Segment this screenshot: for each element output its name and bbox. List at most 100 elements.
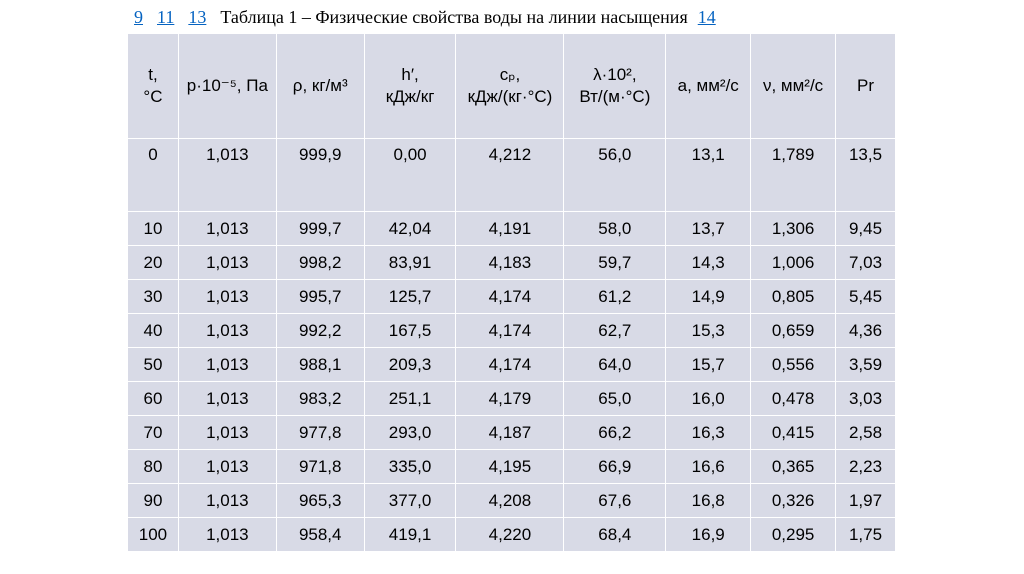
table-cell: 30 (127, 279, 179, 314)
table-cell: 80 (127, 449, 179, 484)
nav-link-9[interactable]: 9 (134, 7, 143, 27)
table-cell: 965,3 (275, 483, 365, 518)
table-cell: 90 (127, 483, 179, 518)
page-title: Таблица 1 – Физические свойства воды на … (220, 7, 688, 27)
table-cell: 419,1 (363, 517, 457, 552)
table-cell: 167,5 (363, 313, 457, 348)
table-cell: 2,23 (835, 449, 896, 484)
title-line: 9 11 13 Таблица 1 – Физические свойства вод… (134, 4, 1014, 30)
table-cell: 100 (127, 517, 179, 552)
table-cell: 66,9 (563, 449, 667, 484)
table-cell: 988,1 (275, 347, 365, 382)
table-cell: 5,45 (835, 279, 896, 314)
table-cell: 60 (127, 381, 179, 416)
table-cell: 56,0 (563, 138, 667, 212)
table-cell: 13,1 (665, 138, 752, 212)
table-cell: 0,659 (750, 313, 837, 348)
table-cell: 1,013 (177, 138, 277, 212)
header-row: t, °C p·10⁻⁵, Па ρ, кг/м³ h′, кДж/кг cₚ, кД… (127, 33, 896, 139)
table-row: 30 1,013 995,7 125,7 4,174 61,2 14,9 0,805 5,45 (127, 279, 896, 314)
table-cell: 4,187 (455, 415, 565, 450)
table-cell: 64,0 (563, 347, 667, 382)
table-cell: 293,0 (363, 415, 457, 450)
table-cell: 3,03 (835, 381, 896, 416)
table-cell: 999,9 (275, 138, 365, 212)
table-cell: 16,0 (665, 381, 752, 416)
table-cell: 1,013 (177, 483, 277, 518)
table-row: 20 1,013 998,2 83,91 4,183 59,7 14,3 1,006 7,03 (127, 245, 896, 280)
table-cell: 958,4 (275, 517, 365, 552)
table-cell: 16,6 (665, 449, 752, 484)
table-cell: 983,2 (275, 381, 365, 416)
table-cell: 66,2 (563, 415, 667, 450)
table-cell: 1,013 (177, 313, 277, 348)
table-cell: 0,326 (750, 483, 837, 518)
table-cell: 1,97 (835, 483, 896, 518)
header-pr: Pr (835, 33, 896, 139)
header-cp: cₚ, кДж/(кг·°C) (455, 33, 565, 139)
table-cell: 971,8 (275, 449, 365, 484)
table-cell: 40 (127, 313, 179, 348)
table-cell: 999,7 (275, 211, 365, 246)
table-cell: 1,013 (177, 449, 277, 484)
table-cell: 1,006 (750, 245, 837, 280)
header-a: a, мм²/c (665, 33, 752, 139)
table-cell: 2,58 (835, 415, 896, 450)
water-properties-table: t, °C p·10⁻⁵, Па ρ, кг/м³ h′, кДж/кг cₚ, кД… (127, 33, 896, 552)
table-cell: 125,7 (363, 279, 457, 314)
table-cell: 1,013 (177, 211, 277, 246)
nav-link-11[interactable]: 11 (157, 7, 175, 27)
header-p: p·10⁻⁵, Па (177, 33, 277, 139)
table-cell: 62,7 (563, 313, 667, 348)
table-cell: 1,013 (177, 415, 277, 450)
header-rho: ρ, кг/м³ (275, 33, 365, 139)
table-cell: 4,174 (455, 347, 565, 382)
table-cell: 0,365 (750, 449, 837, 484)
table-cell: 1,789 (750, 138, 837, 212)
table-cell: 995,7 (275, 279, 365, 314)
table-cell: 13,7 (665, 211, 752, 246)
table-cell: 16,9 (665, 517, 752, 552)
table-cell: 0 (127, 138, 179, 212)
table-cell: 9,45 (835, 211, 896, 246)
table-cell: 58,0 (563, 211, 667, 246)
table-row: 70 1,013 977,8 293,0 4,187 66,2 16,3 0,415 2,58 (127, 415, 896, 450)
table-cell: 377,0 (363, 483, 457, 518)
table-cell: 65,0 (563, 381, 667, 416)
table-row: 100 1,013 958,4 419,1 4,220 68,4 16,9 0,295 1,75 (127, 517, 896, 552)
table-cell: 14,3 (665, 245, 752, 280)
table-cell: 0,556 (750, 347, 837, 382)
header-h: h′, кДж/кг (363, 33, 457, 139)
table-cell: 1,306 (750, 211, 837, 246)
table-cell: 1,013 (177, 517, 277, 552)
table-cell: 4,212 (455, 138, 565, 212)
nav-link-13[interactable]: 13 (188, 7, 207, 27)
table-cell: 16,8 (665, 483, 752, 518)
table-cell: 4,179 (455, 381, 565, 416)
table-cell: 0,00 (363, 138, 457, 212)
table-cell: 1,013 (177, 381, 277, 416)
table-cell: 335,0 (363, 449, 457, 484)
table-cell: 70 (127, 415, 179, 450)
table-cell: 68,4 (563, 517, 667, 552)
table-cell: 67,6 (563, 483, 667, 518)
table-cell: 4,36 (835, 313, 896, 348)
table-cell: 4,208 (455, 483, 565, 518)
table-cell: 15,7 (665, 347, 752, 382)
table-cell: 1,75 (835, 517, 896, 552)
table-cell: 251,1 (363, 381, 457, 416)
nav-link-14[interactable]: 14 (697, 7, 716, 27)
table-row: 80 1,013 971,8 335,0 4,195 66,9 16,6 0,365 2,23 (127, 449, 896, 484)
table-cell: 42,04 (363, 211, 457, 246)
table-cell: 16,3 (665, 415, 752, 450)
table-cell: 14,9 (665, 279, 752, 314)
table-cell: 998,2 (275, 245, 365, 280)
table-cell: 4,195 (455, 449, 565, 484)
table-cell: 15,3 (665, 313, 752, 348)
table-cell: 1,013 (177, 347, 277, 382)
table-cell: 7,03 (835, 245, 896, 280)
table-cell: 10 (127, 211, 179, 246)
table-row: 60 1,013 983,2 251,1 4,179 65,0 16,0 0,478 3,03 (127, 381, 896, 416)
table-cell: 4,191 (455, 211, 565, 246)
table-cell: 4,174 (455, 279, 565, 314)
